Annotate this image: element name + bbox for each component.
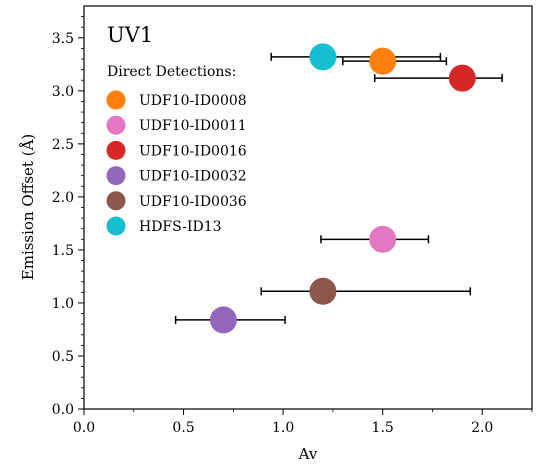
legend-label: UDF10-ID0008	[139, 93, 247, 109]
data-point	[369, 47, 397, 75]
x-tick-label: 2.0	[471, 420, 493, 436]
data-point	[448, 64, 476, 92]
legend-label: UDF10-ID0011	[139, 118, 247, 134]
x-tick-label: 0.5	[172, 420, 194, 436]
legend-label: UDF10-ID0036	[139, 194, 247, 210]
legend-marker	[106, 166, 126, 186]
x-tick-label: 1.0	[272, 420, 294, 436]
x-axis-ticks: 0.0 0.5 1.0 1.5 2.0	[73, 409, 533, 436]
chart-title: UV1	[107, 23, 153, 47]
x-tick-label: 1.5	[372, 420, 394, 436]
legend: UDF10-ID0008 UDF10-ID0011 UDF10-ID0016 UDF1…	[106, 90, 247, 236]
legend-title: Direct Detections:	[107, 64, 236, 80]
y-tick-label: 2.5	[52, 137, 74, 153]
data-point	[209, 306, 237, 334]
legend-label: HDFS-ID13	[139, 219, 222, 235]
legend-marker	[106, 140, 126, 160]
data-point	[309, 277, 337, 305]
y-tick-label: 1.0	[52, 296, 74, 312]
y-tick-label: 1.5	[52, 243, 74, 259]
data-point	[309, 43, 337, 71]
error-bars	[174, 52, 503, 324]
legend-label: UDF10-ID0016	[139, 143, 247, 159]
legend-marker	[106, 191, 126, 211]
y-axis-ticks: 0.0 0.5 1.0 1.5 2.0 2.5 3.0 3.5	[52, 16, 84, 418]
data-point	[369, 225, 397, 253]
y-tick-label: 2.0	[52, 190, 74, 206]
legend-marker	[106, 216, 126, 236]
y-tick-label: 3.5	[52, 31, 74, 47]
y-tick-label: 3.0	[52, 84, 74, 100]
legend-marker	[106, 90, 126, 110]
legend-marker	[106, 115, 126, 135]
data-points	[209, 43, 476, 334]
x-axis-label: Av	[298, 445, 318, 463]
y-tick-label: 0.0	[52, 402, 74, 418]
x-tick-label: 0.0	[73, 420, 95, 436]
y-tick-label: 0.5	[52, 349, 74, 365]
y-axis-label: Emission Offset (Å)	[19, 134, 37, 280]
legend-label: UDF10-ID0032	[139, 169, 247, 185]
